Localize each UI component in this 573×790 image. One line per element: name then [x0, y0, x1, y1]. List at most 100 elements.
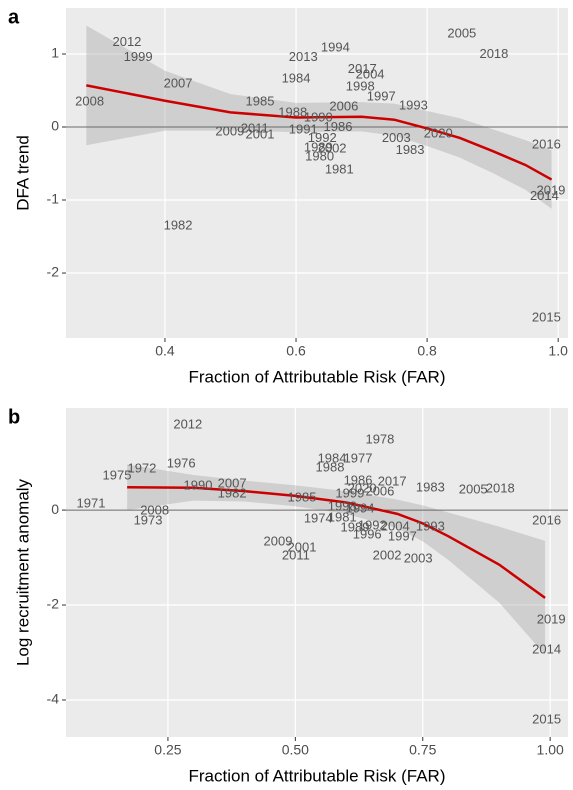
year-label: 2002 [318, 140, 347, 155]
year-label: 1990 [304, 110, 333, 125]
y-tick-label: -2 [47, 264, 60, 280]
year-label: 2008 [75, 94, 104, 109]
year-label: 1993 [399, 97, 428, 112]
year-label: 2009 [264, 533, 293, 548]
panel-label: b [8, 406, 20, 428]
year-label: 2015 [532, 310, 561, 325]
year-label: 2014 [532, 642, 561, 657]
year-label: 1981 [325, 162, 354, 177]
year-label: 1981 [328, 510, 357, 525]
year-label: 2016 [532, 137, 561, 152]
year-label: 1998 [328, 499, 357, 514]
confidence-band [127, 464, 546, 655]
year-label: 1982 [164, 218, 193, 233]
year-label: 2011 [241, 121, 269, 136]
year-label: 1997 [388, 529, 417, 544]
year-label: 1978 [365, 432, 394, 447]
year-label: 1988 [316, 460, 345, 475]
plot-background [66, 8, 568, 338]
year-label: 2015 [532, 711, 561, 726]
year-label: 1998 [346, 78, 375, 93]
y-tick-label: 0 [51, 501, 59, 517]
year-label: 1986 [324, 119, 353, 134]
year-label: 2013 [289, 49, 318, 64]
year-label: 1999 [335, 485, 364, 500]
year-label: 2018 [479, 46, 508, 61]
plot-background [66, 408, 568, 737]
year-label: 2003 [404, 550, 433, 565]
year-label: 2005 [447, 26, 476, 41]
year-label: 2012 [173, 417, 202, 432]
year-label: 1997 [367, 89, 396, 104]
year-label: 1988 [278, 105, 307, 120]
year-label: 1985 [288, 490, 317, 505]
x-tick-label: 0.8 [417, 343, 437, 359]
year-label: 2017 [378, 473, 407, 488]
year-label: 1993 [416, 519, 445, 534]
year-label: 2020 [348, 481, 377, 496]
year-label: 1983 [416, 480, 445, 495]
year-label: 1986 [344, 473, 373, 488]
year-label: 1975 [103, 467, 132, 482]
x-tick-label: 0.25 [154, 742, 181, 758]
year-label: 2019 [537, 612, 566, 627]
year-label: 1999 [124, 49, 153, 64]
year-label: 1974 [304, 511, 333, 526]
year-label: 2006 [365, 483, 394, 498]
year-label: 2014 [530, 188, 559, 203]
y-tick-label: -2 [47, 596, 60, 612]
y-tick-label: -4 [47, 691, 60, 707]
year-label: 1989 [304, 140, 333, 155]
x-tick-label: 0.4 [155, 343, 175, 359]
year-label: 2017 [348, 61, 377, 76]
x-tick-label: 0.75 [409, 742, 436, 758]
year-label: 1971 [77, 495, 106, 510]
x-tick-label: 1.00 [537, 742, 564, 758]
year-label: 2003 [382, 130, 411, 145]
y-tick-label: 0 [51, 118, 59, 134]
year-label: 1991 [289, 121, 318, 136]
year-label: 1990 [184, 477, 213, 492]
year-label: 1992 [308, 130, 337, 145]
year-label: 2004 [356, 67, 385, 82]
year-label: 1994 [346, 501, 375, 516]
year-label: 2007 [164, 75, 193, 90]
y-tick-label: -1 [47, 191, 60, 207]
fit-line [86, 84, 553, 181]
fit-line [127, 486, 546, 599]
year-label: 1980 [305, 148, 334, 163]
year-label: 1977 [344, 451, 373, 466]
year-label: 1989 [341, 520, 370, 535]
year-label: 2009 [215, 124, 244, 139]
year-label: 1976 [167, 455, 196, 470]
year-label: 2007 [218, 475, 247, 490]
y-axis-title: DFA trend [13, 135, 32, 211]
year-label: 2011 [282, 548, 310, 563]
year-label: 1973 [134, 512, 163, 527]
x-axis-title: Fraction of Attributable Risk (FAR) [189, 367, 446, 386]
year-label: 2001 [288, 539, 317, 554]
x-axis-title: Fraction of Attributable Risk (FAR) [189, 766, 446, 785]
x-tick-label: 0.6 [286, 343, 306, 359]
year-label: 2019 [536, 183, 565, 198]
x-tick-label: 0.50 [282, 742, 309, 758]
year-label: 2012 [112, 34, 141, 49]
year-label: 1972 [127, 461, 156, 476]
x-tick-label: 1.0 [548, 343, 568, 359]
year-label: 2020 [424, 126, 453, 141]
panel-label: a [8, 6, 20, 28]
year-label: 2002 [373, 548, 402, 563]
year-label: 1992 [358, 518, 387, 533]
year-label: 1982 [218, 485, 247, 500]
year-label: 2008 [140, 502, 169, 517]
year-label: 1985 [246, 94, 275, 109]
y-tick-label: 1 [51, 45, 59, 61]
year-label: 1994 [321, 40, 350, 55]
year-label: 2005 [459, 482, 488, 497]
y-axis-title: Log recruitment anomaly [13, 478, 32, 666]
year-label: 2016 [532, 512, 561, 527]
year-label: 1984 [282, 70, 311, 85]
year-label: 1983 [396, 142, 425, 157]
year-label: 2018 [486, 481, 515, 496]
